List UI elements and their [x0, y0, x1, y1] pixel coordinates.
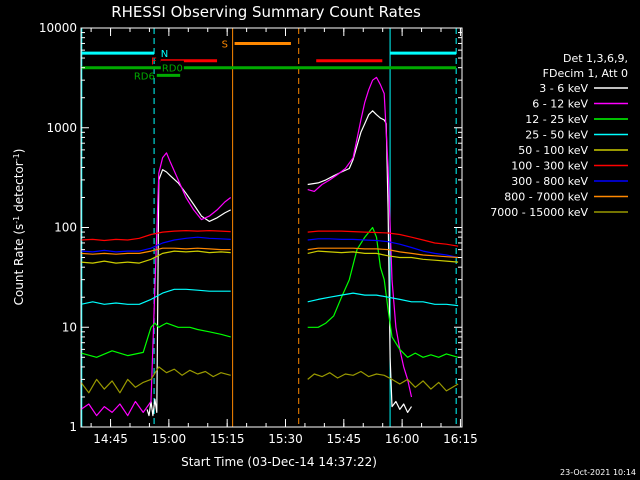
legend-header-1: Det 1,3,6,9, [563, 52, 628, 65]
series-line-2 [80, 76, 413, 417]
y-axis-label-part-2: detector [12, 161, 26, 216]
y-tick-label-2: 10 [62, 320, 77, 334]
y-axis-label-part-1: Count Rate (s [12, 224, 26, 306]
chart-title: RHESSI Observing Summary Count Rates [111, 3, 421, 21]
axis-ticks: 14:45 15:00 15:15 15:30 15:45 16:00 16:15 1 10 10… [39, 21, 478, 446]
series-line-8 [80, 247, 459, 259]
flag-bars: NF S RD0 RD6 [81, 39, 457, 82]
footer-date: 23-Oct-2021 10:14 [560, 468, 636, 477]
y-tick-label-5: 10000 [39, 21, 77, 35]
x-tick-label-7: 16:15 [443, 432, 478, 446]
x-tick-label-2: 15:00 [152, 432, 187, 446]
series-line-7 [80, 236, 459, 259]
y-tick-label-3: 100 [54, 221, 77, 235]
x-tick-label-3: 15:15 [210, 432, 245, 446]
x-tick-label-6: 16:00 [385, 432, 420, 446]
legend-label-8: 800 - 7000 keV [504, 191, 588, 204]
flag-label-bg-rd0 [160, 60, 184, 72]
flag-label-s: S [222, 39, 228, 50]
y-axis-label-exp-2: -1 [12, 153, 21, 161]
legend-label-5: 50 - 100 keV [518, 144, 588, 157]
series-line-3 [80, 226, 459, 358]
x-axis-label: Start Time (03-Dec-14 14:37:22) [181, 455, 377, 469]
legend-header-2: FDecim 1, Att 0 [543, 67, 628, 80]
x-tick-label-4: 15:30 [268, 432, 303, 446]
legend-label-6: 100 - 300 keV [511, 160, 588, 173]
flag-label-f: F [151, 57, 157, 68]
y-axis-label-exp-1: -1 [12, 216, 21, 224]
series-line-5 [80, 250, 459, 264]
flag-label-n: N [161, 49, 168, 60]
legend-label-2: 6 - 12 keV [532, 98, 588, 111]
y-tick-label-4: 1000 [46, 121, 77, 135]
legend: 3 - 6 keV 6 - 12 keV 12 - 25 keV 25 - 50 ke… [490, 82, 628, 219]
legend-label-4: 25 - 50 keV [525, 129, 588, 142]
legend-label-1: 3 - 6 keV [539, 82, 588, 95]
legend-label-9: 7000 - 15000 keV [490, 206, 588, 219]
flag-label-rd6: RD6 [134, 71, 155, 82]
x-tick-label-5: 15:45 [327, 432, 362, 446]
series-line-6 [80, 230, 459, 247]
legend-label-7: 300 - 800 keV [511, 175, 588, 188]
legend-label-3: 12 - 25 keV [525, 113, 588, 126]
series-lines [80, 76, 459, 417]
series-line-9 [80, 366, 459, 394]
flag-label-rd0: RD0 [162, 64, 183, 75]
y-tick-label-1: 1 [69, 420, 77, 434]
x-tick-label-1: 14:45 [93, 432, 128, 446]
y-axis-label: Count Rate (s-1 detector-1) [12, 149, 27, 306]
series-line-4 [80, 288, 459, 307]
y-axis-label-part-3: ) [12, 149, 26, 154]
